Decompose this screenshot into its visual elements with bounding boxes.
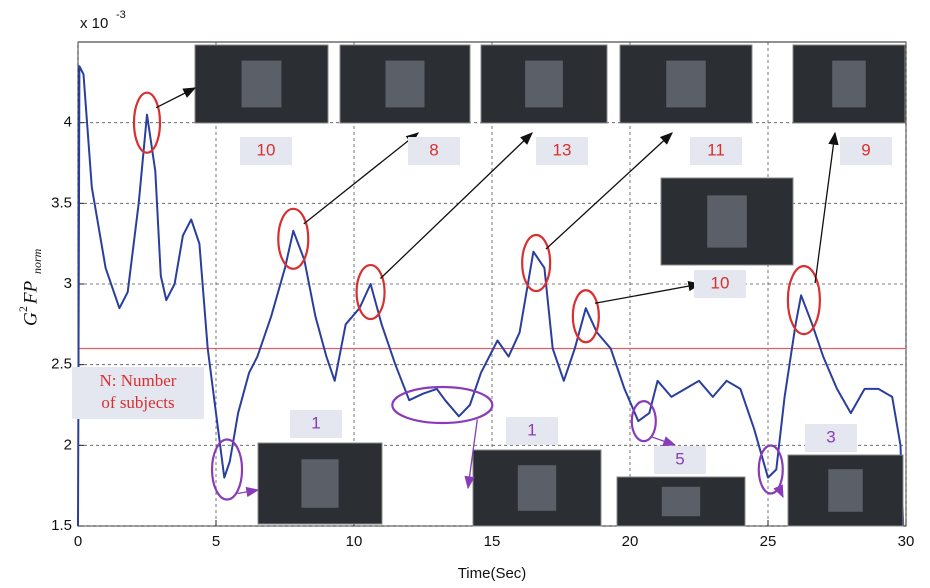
- y-tick-label: 3.5: [51, 194, 72, 211]
- annotation-label: 10: [711, 273, 730, 292]
- y-tick-label: 1.5: [51, 517, 72, 534]
- x-tick-label: 5: [212, 533, 220, 550]
- annotation-label: 8: [429, 140, 438, 159]
- thumbnail-highlight: [662, 487, 700, 516]
- chart: x 10 -3 Time(Sec) G 2 FP norm 1.5 2 2.5 3 3.…: [0, 0, 930, 588]
- thumbnail-highlight: [518, 465, 556, 511]
- annotation-label: 13: [553, 140, 572, 159]
- x-tick-label: 20: [622, 533, 639, 550]
- y-tick-label: 3: [64, 275, 72, 292]
- annotation-label: 10: [257, 140, 276, 159]
- annotation-label: 1: [311, 413, 320, 432]
- x-tick-label: 25: [760, 533, 777, 550]
- annotation-label: 5: [675, 449, 684, 468]
- thumbnail-highlight: [525, 61, 563, 108]
- thumbnail-highlight: [301, 459, 338, 508]
- note-text: of subjects: [101, 393, 174, 412]
- multiplier: x 10: [80, 15, 108, 32]
- note-text: N: Number: [100, 371, 177, 390]
- thumbnail-highlight: [832, 61, 866, 108]
- x-axis-label: Time(Sec): [458, 565, 527, 582]
- x-tick-label: 10: [346, 533, 363, 550]
- y-tick-label: 2.5: [51, 356, 72, 373]
- annotation-label: 1: [527, 420, 536, 439]
- y-label-sup: 2: [16, 306, 30, 312]
- y-axis-label: G 2 FP norm: [16, 248, 44, 326]
- thumbnail-highlight: [707, 195, 747, 247]
- thumbnail-highlight: [828, 469, 863, 512]
- x-tick-label: 15: [484, 533, 501, 550]
- thumbnail-highlight: [242, 61, 282, 108]
- y-tick-label: 4: [64, 114, 72, 131]
- y-tick-label: 2: [64, 436, 72, 453]
- y-label-base: G: [20, 312, 41, 326]
- x-tick-label: 30: [898, 533, 915, 550]
- annotation-label: 3: [826, 427, 835, 446]
- annotation-label: 11: [707, 140, 725, 159]
- y-label-sub: norm: [30, 248, 44, 274]
- multiplier-exponent: -3: [116, 9, 126, 21]
- y-label-main: FP: [20, 280, 41, 305]
- thumbnail-highlight: [386, 61, 425, 108]
- thumbnail-highlight: [666, 61, 706, 108]
- annotation-label: 9: [861, 140, 870, 159]
- x-tick-label: 0: [74, 533, 82, 550]
